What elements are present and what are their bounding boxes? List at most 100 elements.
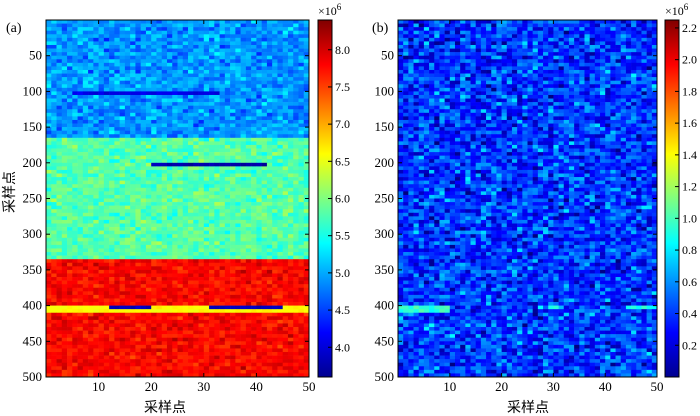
heatmap-cell bbox=[172, 312, 178, 317]
heatmap-cell bbox=[98, 37, 105, 42]
heatmap-cell bbox=[261, 48, 268, 53]
heatmap-cell bbox=[282, 262, 289, 267]
heatmap-cell bbox=[272, 266, 278, 271]
heatmap-cell bbox=[266, 77, 273, 81]
heatmap-cell bbox=[282, 123, 289, 128]
heatmap-cell bbox=[224, 152, 231, 156]
heatmap-cell bbox=[98, 352, 105, 356]
heatmap-cell bbox=[272, 212, 278, 217]
heatmap-cell bbox=[46, 334, 52, 339]
heatmap-cell bbox=[287, 362, 294, 367]
heatmap-cell bbox=[77, 130, 84, 135]
heatmap-cell bbox=[277, 294, 283, 299]
heatmap-cell bbox=[161, 237, 168, 242]
heatmap-cell bbox=[93, 162, 99, 167]
heatmap-cell bbox=[88, 187, 94, 192]
heatmap-cell bbox=[203, 48, 210, 53]
heatmap-cell bbox=[224, 98, 231, 103]
heatmap-cell bbox=[103, 134, 110, 139]
heatmap-cell bbox=[203, 137, 210, 142]
heatmap-cell bbox=[177, 20, 184, 24]
heatmap-cell bbox=[61, 219, 68, 224]
heatmap-cell bbox=[140, 212, 147, 217]
heatmap-cell bbox=[172, 194, 178, 199]
heatmap-cell bbox=[93, 91, 99, 96]
heatmap-cell bbox=[251, 102, 257, 106]
heatmap-cell bbox=[77, 298, 84, 303]
heatmap-cell bbox=[72, 252, 78, 256]
heatmap-cell bbox=[82, 319, 89, 324]
heatmap-cell bbox=[93, 359, 99, 364]
heatmap-cell bbox=[82, 291, 89, 296]
heatmap-cell bbox=[119, 77, 126, 81]
heatmap-cell bbox=[46, 141, 52, 146]
heatmap-cell bbox=[77, 330, 84, 335]
heatmap-cell bbox=[172, 127, 178, 131]
heatmap-cell bbox=[224, 255, 231, 260]
heatmap-cell bbox=[72, 348, 78, 353]
heatmap-cell bbox=[172, 44, 178, 49]
heatmap-cell bbox=[245, 23, 252, 28]
heatmap-cell bbox=[77, 55, 84, 60]
heatmap-cell bbox=[272, 155, 278, 160]
heatmap-cell bbox=[182, 23, 189, 28]
heatmap-cell bbox=[182, 66, 189, 71]
heatmap-cell bbox=[230, 359, 236, 364]
heatmap-cell bbox=[135, 134, 141, 139]
heatmap-cell bbox=[224, 227, 231, 231]
heatmap-cell bbox=[88, 91, 94, 96]
heatmap-cell bbox=[145, 355, 152, 360]
heatmap-cell bbox=[272, 244, 278, 249]
heatmap-cell bbox=[124, 44, 131, 49]
heatmap-cell bbox=[293, 369, 299, 374]
heatmap-cell bbox=[140, 123, 147, 128]
heatmap-cell bbox=[109, 344, 115, 349]
heatmap-cell bbox=[261, 359, 268, 364]
heatmap-cell bbox=[177, 316, 184, 321]
heatmap-cell bbox=[277, 123, 283, 128]
heatmap-cell bbox=[251, 369, 257, 374]
heatmap-cell bbox=[177, 209, 184, 214]
heatmap-cell bbox=[240, 112, 247, 117]
heatmap-cell bbox=[251, 244, 257, 249]
heatmap-cell bbox=[77, 52, 84, 56]
heatmap-cell bbox=[203, 280, 210, 285]
heatmap-cell bbox=[188, 87, 194, 92]
heatmap-cell bbox=[198, 298, 205, 303]
heatmap-cell bbox=[182, 191, 189, 196]
heatmap-cell bbox=[214, 237, 220, 242]
heatmap-cell bbox=[256, 344, 262, 349]
heatmap-cell bbox=[98, 373, 105, 378]
heatmap-cell bbox=[303, 173, 310, 178]
heatmap-cell bbox=[88, 87, 94, 92]
heatmap-cell bbox=[219, 73, 226, 78]
heatmap-cell bbox=[72, 259, 78, 264]
heatmap-cell bbox=[140, 366, 147, 371]
heatmap-cell bbox=[182, 273, 189, 278]
heatmap-cell bbox=[46, 62, 52, 67]
heatmap-cell bbox=[109, 52, 115, 56]
heatmap-cell bbox=[277, 155, 283, 160]
heatmap-cell bbox=[166, 59, 173, 64]
heatmap-cell bbox=[235, 259, 241, 264]
y-axis-label-a: 采样点 bbox=[2, 171, 18, 213]
heatmap-cell bbox=[103, 212, 110, 217]
heatmap-cell bbox=[46, 312, 52, 317]
heatmap-cell bbox=[93, 362, 99, 367]
heatmap-cell bbox=[151, 319, 157, 324]
heatmap-cell bbox=[61, 284, 68, 289]
heatmap-cell bbox=[251, 205, 257, 210]
heatmap-cell bbox=[151, 305, 157, 310]
heatmap-cell bbox=[124, 273, 131, 278]
heatmap-cell bbox=[193, 330, 199, 335]
heatmap-cell bbox=[245, 20, 252, 24]
heatmap-cell bbox=[282, 169, 289, 174]
heatmap-cell bbox=[61, 30, 68, 35]
heatmap-cell bbox=[198, 69, 205, 74]
heatmap-cell bbox=[67, 362, 73, 367]
heatmap-cell bbox=[51, 130, 57, 135]
heatmap-cell bbox=[51, 344, 57, 349]
heatmap-cell bbox=[230, 80, 236, 85]
heatmap-cell bbox=[298, 212, 305, 217]
heatmap-cell bbox=[251, 212, 257, 217]
